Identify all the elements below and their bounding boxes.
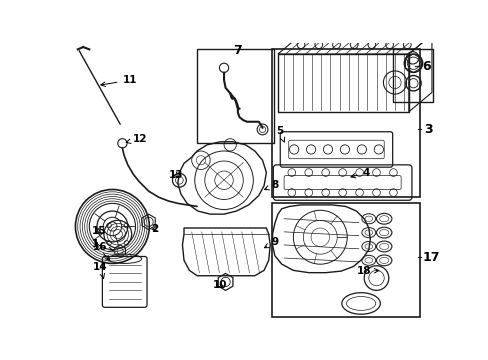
- Bar: [271, 49, 419, 197]
- Text: 14: 14: [93, 262, 107, 278]
- Text: 8: 8: [264, 180, 279, 190]
- Bar: [271, 203, 419, 317]
- Text: 18: 18: [356, 266, 378, 276]
- Text: 1: 1: [91, 239, 110, 261]
- Text: 9: 9: [264, 237, 278, 248]
- Text: 13: 13: [168, 170, 183, 180]
- Text: 6: 6: [422, 60, 430, 73]
- Text: 3: 3: [424, 123, 432, 136]
- Text: 17: 17: [422, 251, 439, 264]
- Text: 11: 11: [101, 75, 137, 86]
- Text: 12: 12: [126, 134, 147, 144]
- Bar: [393, 49, 432, 102]
- Text: 15: 15: [91, 226, 106, 236]
- Text: 16: 16: [93, 242, 113, 252]
- Text: 7: 7: [233, 44, 242, 57]
- Text: 2: 2: [151, 224, 158, 234]
- Text: 4: 4: [350, 168, 369, 178]
- Text: 10: 10: [212, 280, 226, 290]
- Bar: [197, 49, 274, 143]
- Text: 5: 5: [276, 126, 284, 142]
